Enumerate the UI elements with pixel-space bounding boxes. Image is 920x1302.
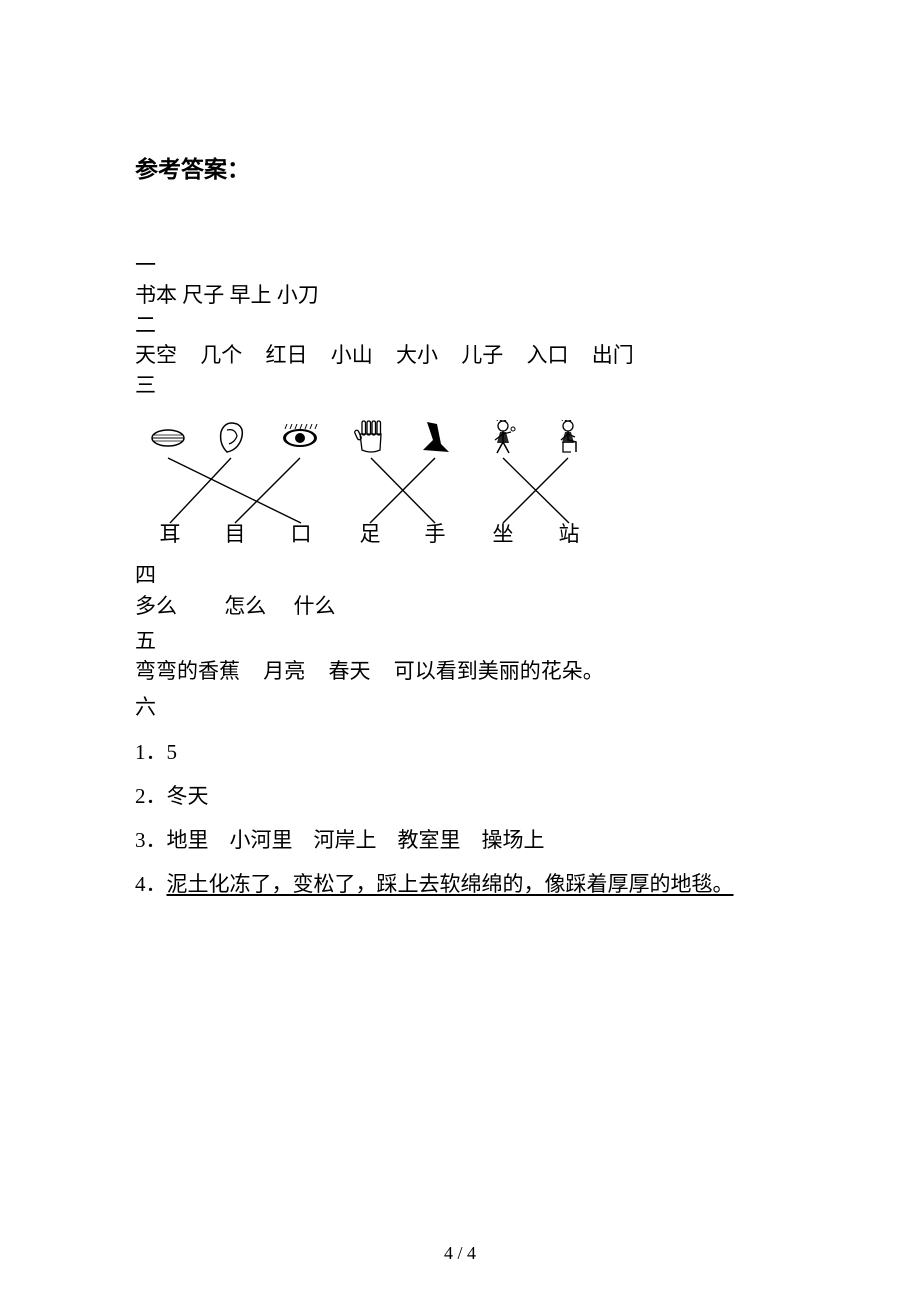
- match-line: [168, 458, 301, 523]
- eye-icon: [283, 424, 317, 447]
- section-4: 四 多么 怎么 什么: [135, 560, 790, 620]
- section-6-q1: 1．5: [135, 736, 790, 766]
- match-char: 口: [291, 522, 312, 546]
- section-6-q4: 4．泥土化冻了，变松了，踩上去软绵绵的，像踩着厚厚的地毯。: [135, 868, 790, 898]
- match-line: [235, 458, 300, 523]
- section-2-label: 二: [135, 310, 790, 340]
- section-1-label: 一: [135, 250, 790, 280]
- section-2-item: 大小: [396, 343, 438, 367]
- match-char: 手: [425, 522, 446, 546]
- section-5-item: 月亮: [263, 659, 305, 683]
- match-char: 坐: [493, 522, 514, 546]
- matching-diagram: 耳目口足手坐站: [135, 420, 790, 548]
- foot-icon: [423, 422, 449, 452]
- section-4-label: 四: [135, 560, 790, 590]
- match-char: 目: [225, 522, 246, 546]
- stand-icon: [495, 420, 515, 453]
- section-2-item: 小山: [331, 343, 373, 367]
- match-char: 站: [559, 522, 580, 546]
- match-char: 足: [360, 522, 381, 546]
- match-line: [170, 458, 231, 523]
- section-5-label: 五: [135, 626, 790, 656]
- section-5: 五 弯弯的香蕉 月亮 春天 可以看到美丽的花朵。: [135, 626, 790, 686]
- section-5-item: 可以看到美丽的花朵。: [394, 659, 604, 683]
- section-5-item: 弯弯的香蕉: [135, 659, 240, 683]
- section-2-item: 入口: [527, 343, 569, 367]
- hand-icon: [354, 421, 381, 452]
- section-1-content: 书本 尺子 早上 小刀: [135, 280, 790, 310]
- page-number: 4 / 4: [0, 1243, 920, 1264]
- section-6-q2: 2．冬天: [135, 780, 790, 810]
- section-2-item: 出门: [592, 343, 634, 367]
- mouth-icon: [152, 430, 184, 446]
- section-2-item: 天空: [135, 343, 177, 367]
- match-char: 耳: [160, 522, 181, 546]
- section-4-content: 多么 怎么 什么: [135, 590, 790, 620]
- section-2-item: 红日: [266, 343, 308, 367]
- section-3-label: 三: [135, 370, 790, 400]
- section-6-q3: 3．地里 小河里 河岸上 教室里 操场上: [135, 824, 790, 854]
- section-2-content: 天空 几个 红日 小山 大小 儿子 入口 出门: [135, 340, 790, 370]
- section-6-q4-prefix: 4．: [135, 872, 167, 896]
- section-6-label: 六: [135, 692, 790, 722]
- sit-icon: [561, 420, 576, 452]
- page: 参考答案： 一 书本 尺子 早上 小刀 二 天空 几个 红日 小山 大小 儿子 …: [0, 0, 920, 1302]
- section-6-q4-answer: 泥土化冻了，变松了，踩上去软绵绵的，像踩着厚厚的地毯。: [167, 872, 734, 896]
- section-4-item: 怎么: [224, 590, 266, 620]
- section-5-content: 弯弯的香蕉 月亮 春天 可以看到美丽的花朵。: [135, 656, 790, 686]
- section-4-item: 多么: [135, 590, 177, 620]
- section-2-item: 几个: [200, 343, 242, 367]
- section-6: 六 1．5 2．冬天 3．地里 小河里 河岸上 教室里 操场上 4．泥土化冻了，…: [135, 692, 790, 898]
- answers-heading: 参考答案：: [135, 150, 790, 184]
- ear-icon: [221, 423, 243, 452]
- section-4-item: 什么: [294, 590, 336, 620]
- section-5-item: 春天: [329, 659, 371, 683]
- section-2-item: 儿子: [461, 343, 503, 367]
